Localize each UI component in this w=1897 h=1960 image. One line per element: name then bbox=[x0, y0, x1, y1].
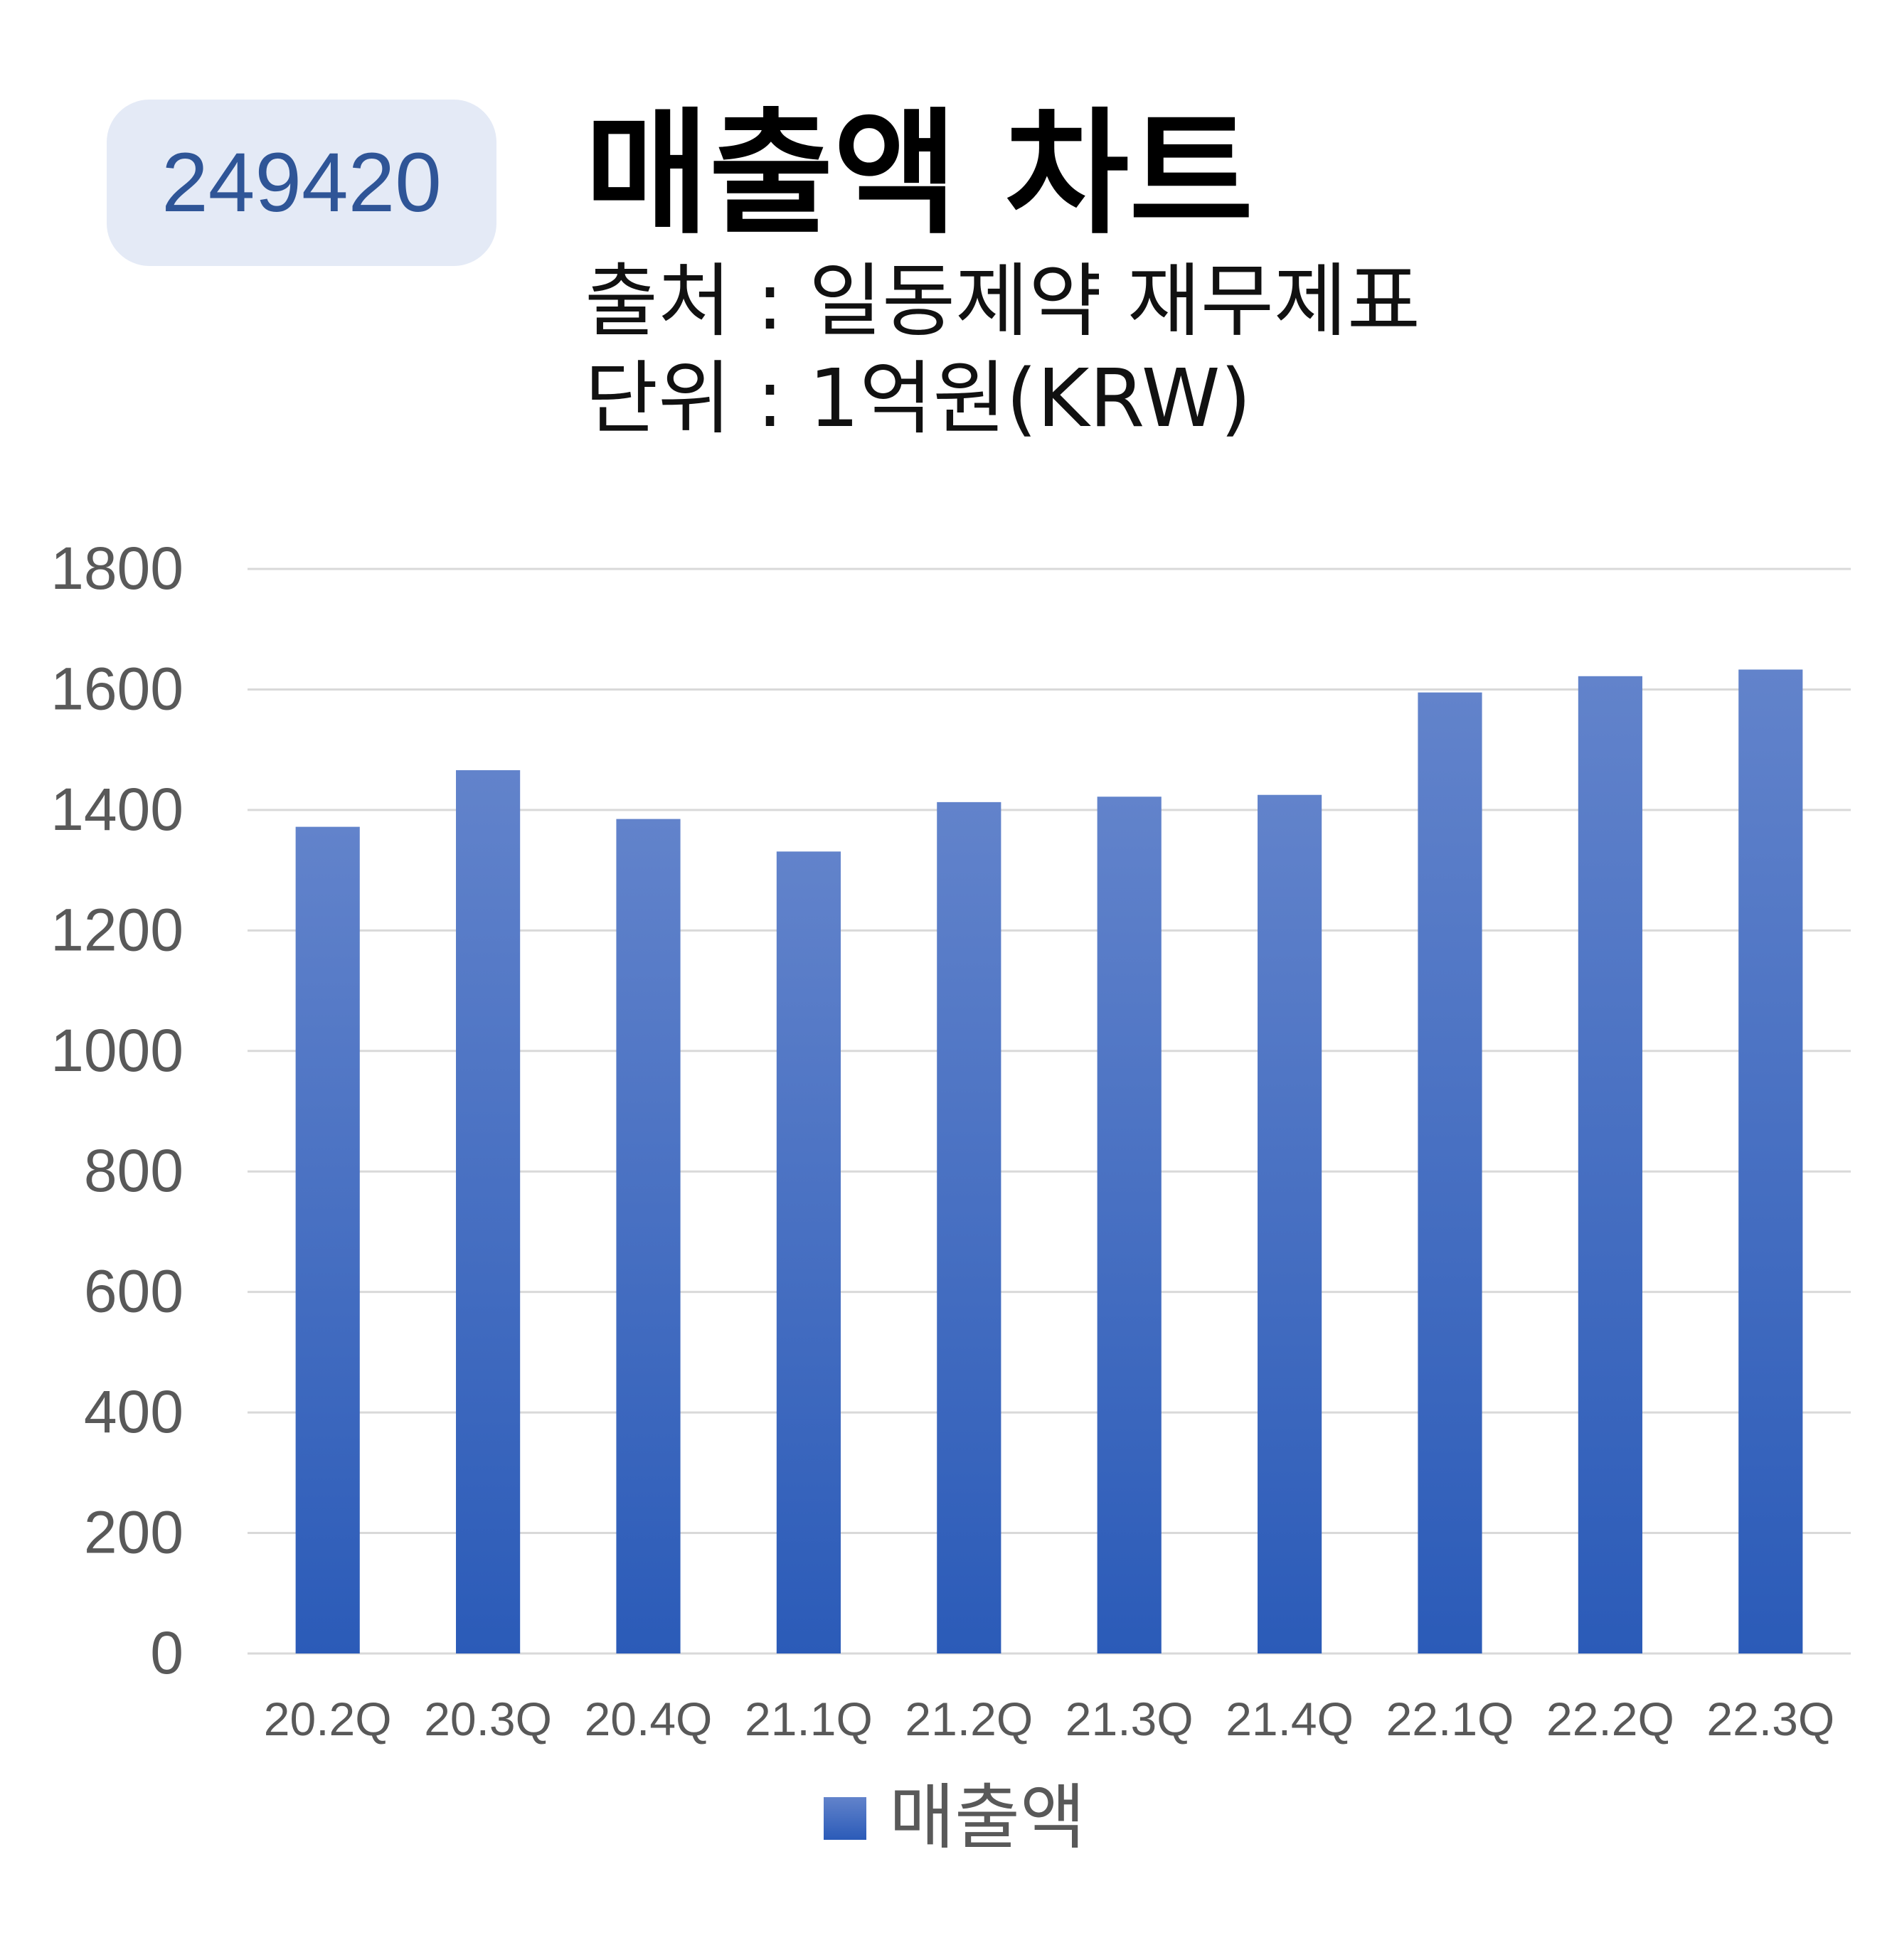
legend-label: 매출액 bbox=[889, 1776, 1085, 1859]
bar bbox=[295, 826, 360, 1653]
y-tick-label: 400 bbox=[84, 1378, 184, 1445]
y-tick-label: 1200 bbox=[51, 896, 184, 963]
x-tick-label: 22.1Q bbox=[1386, 1693, 1514, 1745]
y-tick-label: 600 bbox=[84, 1258, 184, 1325]
stock-code: 249420 bbox=[161, 136, 442, 230]
bars bbox=[295, 669, 1803, 1653]
x-axis-ticks: 20.2Q 20.3Q 20.4Q 21.1Q 21.2Q 21.3Q 21.4Q 22.1Q… bbox=[264, 1693, 1834, 1745]
x-tick-label: 21.2Q bbox=[905, 1693, 1033, 1745]
bar bbox=[776, 851, 841, 1653]
y-tick-label: 1600 bbox=[51, 655, 184, 722]
y-tick-label: 1800 bbox=[51, 535, 184, 602]
y-tick-label: 200 bbox=[84, 1499, 184, 1566]
bar bbox=[1258, 794, 1322, 1653]
bar bbox=[1738, 669, 1803, 1653]
bar bbox=[1097, 797, 1162, 1653]
x-tick-label: 20.2Q bbox=[264, 1693, 392, 1745]
x-tick-label: 21.3Q bbox=[1066, 1693, 1194, 1745]
x-tick-label: 22.2Q bbox=[1546, 1693, 1674, 1745]
y-tick-label: 800 bbox=[84, 1137, 184, 1204]
bar bbox=[937, 801, 1001, 1653]
x-tick-label: 20.3Q bbox=[424, 1693, 552, 1745]
y-tick-label: 1400 bbox=[51, 776, 184, 843]
x-tick-label: 20.4Q bbox=[585, 1693, 713, 1745]
x-tick-label: 21.1Q bbox=[745, 1693, 873, 1745]
bar bbox=[1578, 676, 1642, 1653]
legend: 매출액 bbox=[824, 1776, 1085, 1859]
bar bbox=[616, 819, 681, 1653]
y-axis-ticks: 0 200 400 600 800 1000 1200 1400 1600 1800 bbox=[51, 535, 184, 1686]
x-tick-label: 21.4Q bbox=[1226, 1693, 1354, 1745]
source-label: 출처 : 일동제약 재무제표 bbox=[585, 255, 1420, 348]
bar bbox=[1418, 692, 1482, 1653]
y-tick-label: 0 bbox=[150, 1619, 184, 1686]
x-tick-label: 22.3Q bbox=[1706, 1693, 1834, 1745]
chart-title: 매출액 차트 bbox=[585, 95, 1254, 252]
legend-swatch bbox=[824, 1797, 866, 1840]
bar bbox=[456, 769, 521, 1653]
unit-label: 단위 : 1억원(KRW) bbox=[585, 353, 1252, 445]
stock-code-badge: 249420 bbox=[107, 100, 496, 266]
y-tick-label: 1000 bbox=[51, 1017, 184, 1084]
